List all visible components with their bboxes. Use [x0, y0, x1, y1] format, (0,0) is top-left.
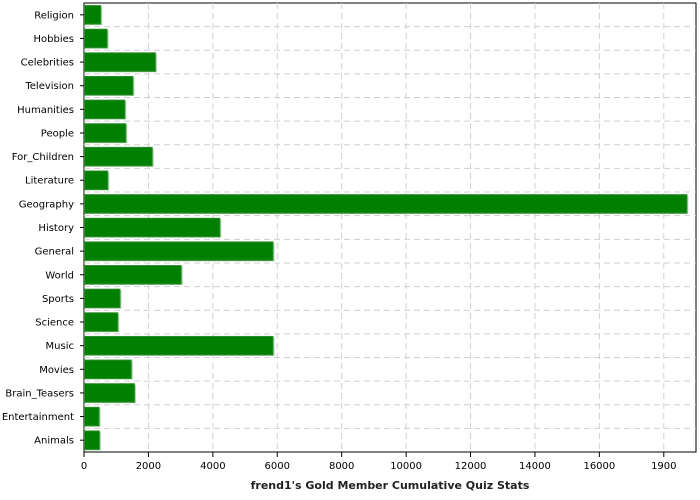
x-axis-ticks: 0 2000 4000 6000 8000 10000 12000 14000 16000 190… — [81, 452, 677, 472]
category-label: World — [45, 270, 74, 281]
category-labels: Religion Hobbies Celebrities Television Huma… — [2, 10, 84, 447]
x-tick-label: 0 — [81, 461, 87, 472]
category-label: Hobbies — [34, 34, 74, 45]
category-label: Entertainment — [2, 412, 74, 423]
bar-music — [84, 335, 274, 356]
x-tick-label: 10000 — [390, 461, 422, 472]
bar-literature — [84, 170, 109, 190]
category-label: People — [41, 128, 74, 139]
bar-world — [84, 265, 182, 285]
category-label: Geography — [19, 199, 74, 210]
bar-science — [84, 312, 119, 332]
x-tick-label: 12000 — [455, 461, 487, 472]
bar-hobbies — [84, 28, 108, 49]
bar-history — [84, 217, 221, 238]
x-tick-label: 14000 — [519, 461, 551, 472]
category-label: History — [38, 223, 74, 234]
category-label: Literature — [25, 176, 74, 187]
bar-for_children — [84, 146, 153, 167]
x-tick-label: 2000 — [136, 461, 161, 472]
category-label: Music — [46, 341, 74, 352]
grid-lines — [84, 3, 696, 452]
bars — [84, 5, 689, 451]
bar-movies — [84, 359, 132, 380]
bar-entertainment — [84, 406, 100, 427]
category-label: Science — [35, 318, 74, 329]
bar-geography — [84, 194, 688, 214]
x-tick-label: 1900 — [651, 461, 676, 472]
category-label: For_Children — [12, 152, 74, 163]
bar-general — [84, 241, 274, 261]
bar-humanities — [84, 99, 126, 120]
bar-animals — [84, 430, 100, 450]
x-tick-label: 16000 — [583, 461, 615, 472]
category-label: Animals — [34, 436, 74, 447]
bar-sports — [84, 288, 121, 309]
bar-people — [84, 123, 127, 143]
category-label: Sports — [42, 294, 74, 305]
bar-television — [84, 75, 134, 96]
category-label: Celebrities — [21, 58, 74, 69]
x-axis-title: frend1's Gold Member Cumulative Quiz Sta… — [251, 479, 530, 492]
category-label: General — [35, 247, 74, 258]
category-label: Movies — [39, 365, 74, 376]
category-label: Brain_Teasers — [5, 388, 74, 399]
x-tick-label: 6000 — [265, 461, 290, 472]
category-label: Religion — [34, 10, 74, 21]
category-label: Television — [24, 81, 74, 92]
bar-celebrities — [84, 52, 156, 72]
x-tick-label: 8000 — [329, 461, 354, 472]
bar-religion — [84, 5, 102, 25]
x-tick-label: 4000 — [200, 461, 225, 472]
bar-brain_teasers — [84, 383, 135, 403]
category-label: Humanities — [17, 105, 74, 116]
